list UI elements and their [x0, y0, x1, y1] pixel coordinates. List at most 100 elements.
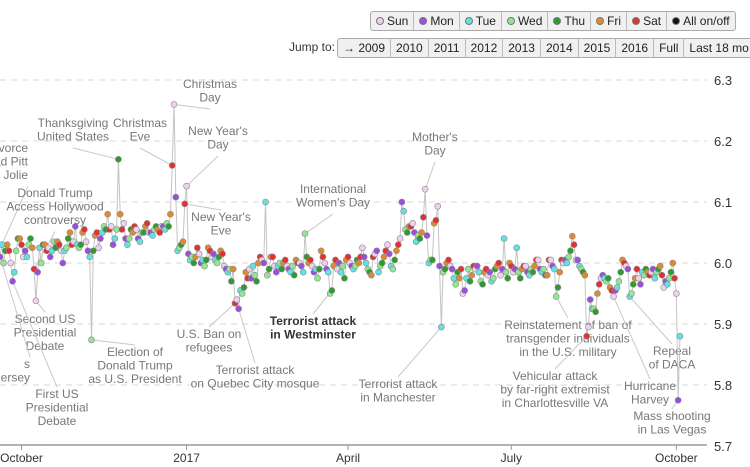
data-point[interactable]: [66, 229, 74, 236]
data-point[interactable]: [72, 223, 79, 230]
data-point[interactable]: [115, 156, 122, 163]
data-point[interactable]: [86, 253, 93, 261]
data-point[interactable]: [389, 265, 397, 273]
data-point[interactable]: [468, 271, 476, 279]
data-point[interactable]: [604, 274, 612, 282]
data-point[interactable]: [298, 262, 305, 270]
jump-button-2011[interactable]: 2011: [429, 39, 466, 57]
data-point[interactable]: [18, 241, 25, 248]
data-point[interactable]: [316, 265, 323, 273]
data-point[interactable]: [466, 277, 474, 285]
data-point[interactable]: [64, 235, 72, 242]
data-point[interactable]: [418, 229, 425, 236]
data-point[interactable]: [554, 284, 562, 291]
data-point[interactable]: [436, 262, 443, 270]
legend-toggle-wed[interactable]: Wed: [502, 12, 549, 30]
data-point[interactable]: [170, 101, 178, 108]
data-point[interactable]: [325, 268, 332, 276]
data-point[interactable]: [455, 274, 463, 282]
data-point[interactable]: [585, 323, 592, 331]
data-point[interactable]: [167, 210, 174, 218]
data-point[interactable]: [400, 207, 407, 215]
data-point[interactable]: [81, 226, 88, 233]
data-point[interactable]: [359, 244, 366, 252]
data-point[interactable]: [89, 247, 97, 255]
data-point[interactable]: [203, 256, 210, 264]
data-point[interactable]: [120, 220, 128, 227]
data-point[interactable]: [339, 262, 346, 270]
data-point[interactable]: [568, 232, 576, 240]
data-point[interactable]: [522, 262, 529, 270]
data-point[interactable]: [264, 271, 271, 279]
data-point[interactable]: [251, 271, 259, 279]
legend-toggle-thu[interactable]: Thu: [548, 12, 592, 30]
data-point[interactable]: [613, 284, 621, 291]
data-point[interactable]: [355, 259, 363, 267]
data-point[interactable]: [495, 259, 503, 267]
data-point[interactable]: [637, 281, 644, 288]
jump-button-2015[interactable]: 2015: [579, 39, 617, 57]
data-point[interactable]: [594, 290, 601, 297]
data-point[interactable]: [317, 247, 325, 255]
data-point[interactable]: [396, 235, 404, 242]
data-point[interactable]: [34, 268, 41, 276]
data-point[interactable]: [565, 253, 572, 261]
data-point[interactable]: [27, 235, 34, 242]
data-point[interactable]: [669, 259, 677, 267]
data-point[interactable]: [423, 232, 431, 239]
data-point[interactable]: [635, 274, 642, 282]
jump-button-last-18-mo[interactable]: Last 18 mo: [689, 41, 749, 55]
data-point[interactable]: [441, 265, 449, 273]
data-point[interactable]: [434, 202, 442, 210]
data-point[interactable]: [378, 259, 386, 267]
data-point[interactable]: [394, 241, 402, 248]
data-point[interactable]: [667, 268, 675, 276]
data-point[interactable]: [32, 297, 40, 305]
data-point[interactable]: [452, 281, 459, 288]
data-point[interactable]: [229, 265, 237, 273]
data-point[interactable]: [570, 241, 578, 248]
data-point[interactable]: [513, 244, 520, 252]
data-point[interactable]: [97, 235, 104, 242]
data-point[interactable]: [235, 305, 242, 313]
data-point[interactable]: [664, 281, 671, 288]
jump-button-2013[interactable]: 2013: [503, 39, 541, 57]
data-point[interactable]: [63, 244, 70, 252]
data-point[interactable]: [445, 256, 452, 264]
data-point[interactable]: [551, 265, 558, 273]
data-point[interactable]: [321, 259, 329, 267]
data-point[interactable]: [398, 198, 406, 206]
jump-button-2012[interactable]: 2012: [466, 39, 504, 57]
data-point[interactable]: [676, 332, 684, 340]
data-point[interactable]: [628, 290, 635, 297]
data-point[interactable]: [59, 259, 67, 267]
data-point[interactable]: [228, 277, 235, 285]
data-point[interactable]: [319, 253, 327, 261]
data-point[interactable]: [11, 268, 18, 276]
data-point[interactable]: [617, 268, 625, 276]
data-point[interactable]: [490, 274, 497, 282]
data-point[interactable]: [563, 259, 571, 267]
data-point[interactable]: [201, 262, 208, 270]
data-point[interactable]: [615, 277, 623, 285]
data-point[interactable]: [543, 271, 551, 279]
data-point[interactable]: [547, 256, 555, 264]
data-point[interactable]: [337, 268, 345, 276]
data-point[interactable]: [391, 256, 398, 264]
data-point[interactable]: [28, 244, 36, 252]
data-point[interactable]: [457, 265, 465, 273]
data-point[interactable]: [479, 281, 486, 288]
data-point[interactable]: [23, 253, 31, 261]
data-point[interactable]: [461, 287, 468, 294]
data-point[interactable]: [385, 250, 393, 258]
data-point[interactable]: [556, 268, 564, 276]
data-point[interactable]: [502, 268, 510, 276]
data-point[interactable]: [651, 274, 659, 282]
data-point[interactable]: [168, 162, 176, 169]
legend-toggle-all-on-off[interactable]: All on/off: [667, 12, 734, 30]
data-point[interactable]: [9, 277, 16, 285]
data-point[interactable]: [109, 241, 117, 248]
data-point[interactable]: [156, 229, 163, 236]
data-point[interactable]: [249, 262, 257, 270]
